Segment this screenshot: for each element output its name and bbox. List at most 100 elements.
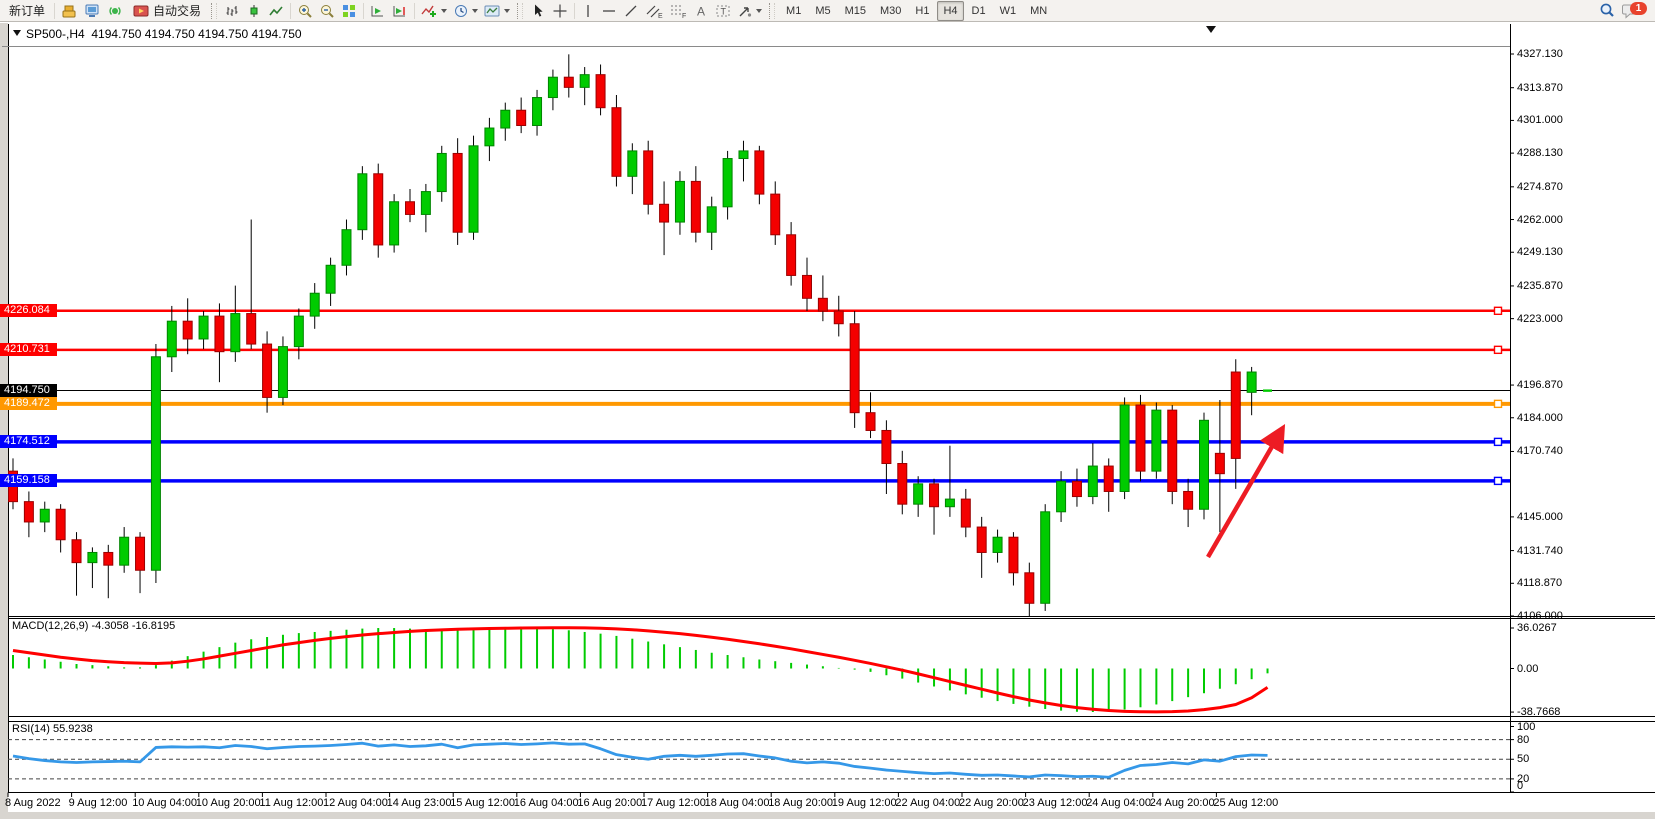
window-bottom-edge [0,812,1655,819]
line-handle[interactable] [1493,476,1503,486]
toolbar: 新订单 自动交易 [0,0,1655,22]
signals-icon[interactable] [104,1,127,21]
one-click-trading-arrow-icon[interactable] [13,30,21,36]
candle-bullish [389,201,400,246]
bar-chart-icon[interactable] [221,1,243,21]
timeframe-m15-button[interactable]: M15 [844,4,866,17]
candle-bullish [1119,404,1130,492]
search-icon[interactable] [1595,1,1619,21]
equidistant-channel-icon[interactable]: E [642,1,666,21]
candle-bullish [436,152,447,193]
indicators-button[interactable] [418,1,450,21]
vertical-line-icon[interactable] [578,1,598,21]
zoom-in-icon[interactable] [294,1,316,21]
tile-windows-icon[interactable] [338,1,360,21]
candle-bearish [833,310,844,325]
candle-bearish [23,501,34,523]
timeframe-m1-button[interactable]: M1 [786,4,802,17]
candle-bearish [182,320,193,340]
auto-scroll-icon[interactable] [367,1,389,21]
toolbar-grip[interactable] [211,2,218,19]
candle-bullish [722,158,733,208]
text-label-icon[interactable]: T [712,1,734,21]
toolbar-grip[interactable] [769,2,776,19]
toolbar-separator [54,2,56,19]
candle-bullish [627,150,638,177]
chart-shift-icon[interactable] [389,1,411,21]
candle-bullish [341,229,352,266]
candle-bullish [944,498,955,508]
candle-bearish [881,429,892,465]
toolbar-grip[interactable] [517,2,524,19]
price-axis-label: 4184.000 [1517,411,1563,424]
arrows-icon [739,6,752,17]
candle-bullish [293,315,304,348]
periods-icon [455,4,468,17]
timeframe-d1-button[interactable]: D1 [971,4,986,17]
text-icon[interactable]: A [690,1,712,21]
candle-bearish [770,193,781,236]
chart-shift-marker-icon[interactable] [1206,26,1216,33]
dropdown-arrow-icon [504,8,511,13]
timeframe-mn-button[interactable]: MN [1030,4,1048,17]
timeframe-h4-button[interactable]: H4 [937,0,964,21]
line-handle[interactable] [1493,399,1503,409]
macd-axis-label: -38.7668 [1517,706,1561,719]
candle-bearish [452,152,463,233]
candle-bearish [1103,465,1114,492]
candle-bullish [547,76,558,99]
price-tag: 4159.158 [0,474,57,487]
candle-bullish [277,346,288,398]
candle-bearish [135,536,146,571]
candle-bullish [468,145,479,233]
line-handle[interactable] [1493,437,1503,447]
candlestick-chart-icon[interactable] [243,1,265,21]
time-axis-label: 18 Aug 04:00 [704,797,770,809]
trend-arrow-annotation[interactable] [1206,423,1286,559]
chat-icon[interactable]: 1 [1619,1,1647,21]
timeframe-h1-button[interactable]: H1 [915,4,930,17]
candle-bearish [563,76,574,88]
arrows-button[interactable] [734,1,765,21]
templates-button[interactable] [481,1,513,21]
crosshair-icon[interactable] [549,1,571,21]
line-handle[interactable] [1493,306,1503,316]
candle-bullish [738,150,749,160]
time-axis-label: 19 Aug 12:00 [831,797,897,809]
cursor-icon[interactable] [527,1,549,21]
candle-bullish [1199,419,1209,510]
time-axis-label: 22 Aug 20:00 [959,797,1024,809]
trendline-icon[interactable] [620,1,642,21]
candle-bearish [214,315,225,353]
timeframe-w1-button[interactable]: W1 [999,4,1017,17]
candle-bearish [976,526,987,553]
line-handle[interactable] [1493,345,1503,355]
navigator-icon[interactable] [81,1,104,21]
zoom-out-icon[interactable] [316,1,338,21]
svg-text:F: F [682,13,686,19]
price-axis-label: 4235.870 [1517,279,1563,292]
templates-icon [484,5,500,16]
time-axis-label: 15 Aug 12:00 [450,797,516,809]
horizontal-line-icon[interactable] [598,1,620,21]
market-watch-icon[interactable] [58,1,81,21]
time-axis-label: 14 Aug 23:00 [386,797,452,809]
autotrading-button[interactable]: 自动交易 [127,1,207,21]
time-axis-label: 24 Aug 04:00 [1086,797,1152,809]
price-axis-label: 4145.000 [1517,510,1563,523]
time-axis-label: 10 Aug 04:00 [132,797,198,809]
svg-text:A: A [697,4,705,18]
rsi-axis-label: 20 [1517,772,1530,785]
dropdown-arrow-icon [756,8,763,13]
candle-bearish [405,201,415,215]
new-order-button[interactable]: 新订单 [3,1,51,21]
time-axis-label: 24 Aug 20:00 [1149,797,1215,809]
fibonacci-icon[interactable]: F [666,1,690,21]
macd-axis-label: 0.00 [1517,662,1539,675]
line-chart-icon[interactable] [265,1,287,21]
timeframe-m30-button[interactable]: M30 [880,4,902,17]
candle-bullish [913,483,924,505]
periods-button[interactable] [450,1,481,21]
timeframe-m5-button[interactable]: M5 [815,4,831,17]
